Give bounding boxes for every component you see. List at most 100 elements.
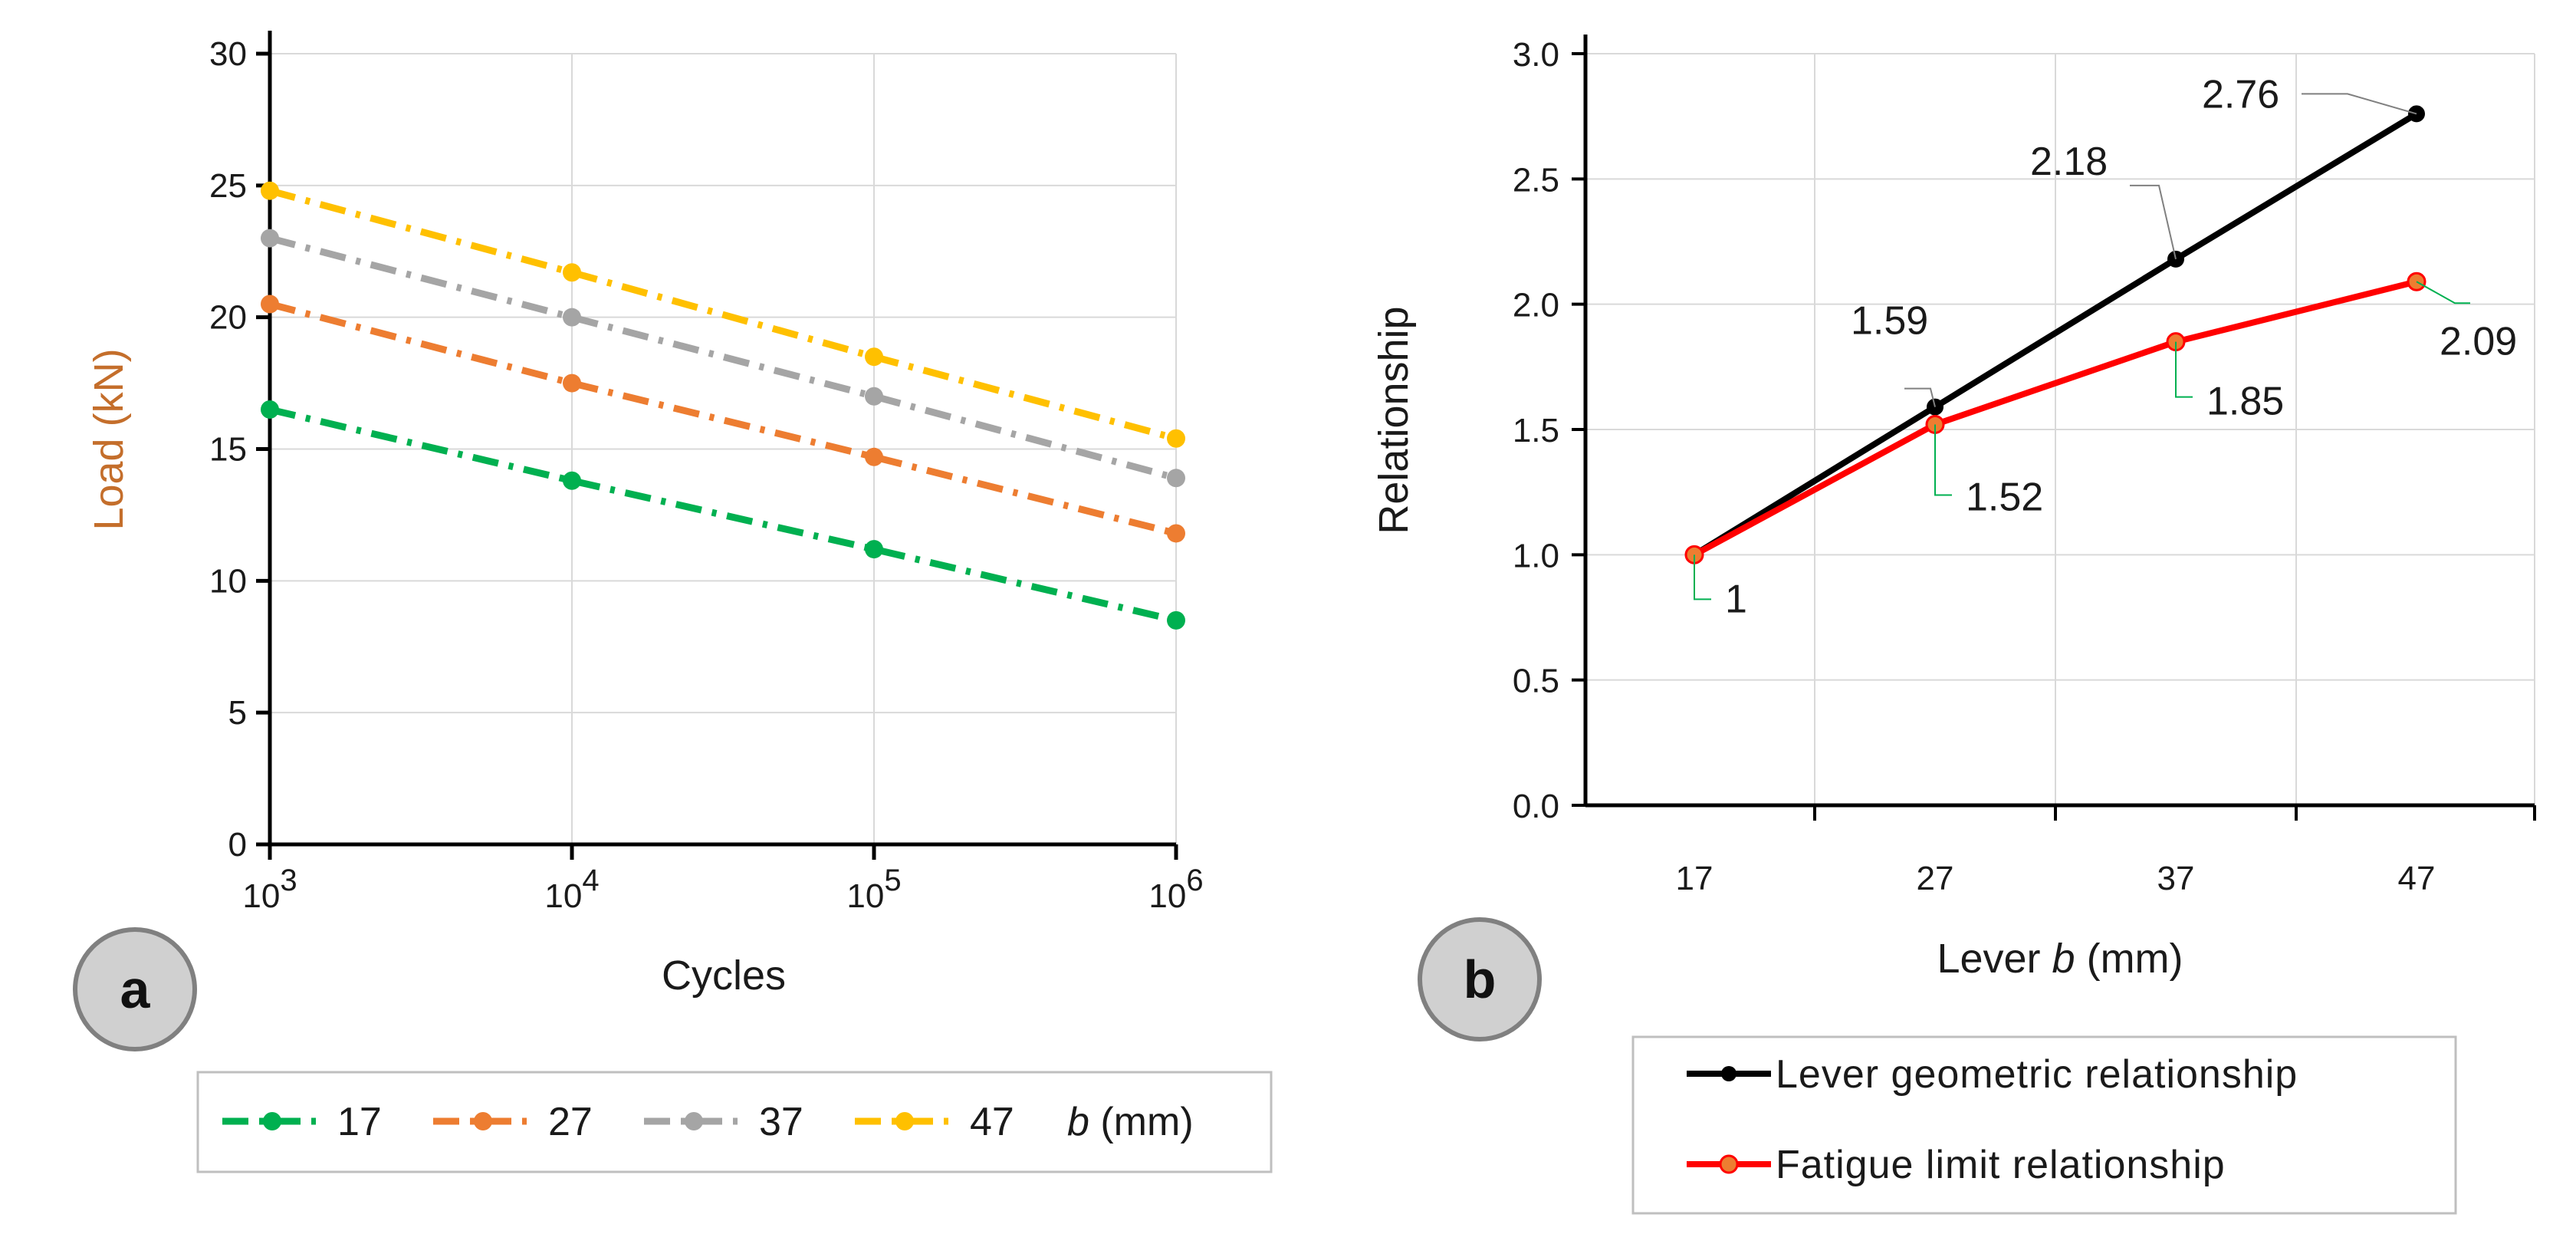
panel-b-y-tick-label: 0.0 (1513, 788, 1559, 825)
panel-a-point-47 (1167, 429, 1185, 448)
panel-a-x-tick-base: 10 (544, 877, 582, 915)
panel-b-badge: b (1418, 917, 1542, 1041)
panel-a-badge: a (73, 927, 197, 1051)
panel-a-y-tick-label: 15 (209, 431, 247, 469)
panel-b-data-label: 1.52 (1966, 475, 2043, 519)
panel-a-x-tick-exp: 3 (280, 864, 297, 897)
panel-a-point-27 (1167, 524, 1185, 543)
panel-a-legend-title-var: b (1067, 1100, 1089, 1144)
panel-b-data-label: 1.59 (1851, 299, 1928, 344)
panel-b-legend-box (1631, 1035, 2457, 1215)
panel-a-x-tick-label: 104 (544, 864, 599, 915)
panel-a-y-tick-label: 10 (209, 562, 247, 600)
panel-b-series (1684, 105, 2426, 564)
panel-b-x-tick-label: 37 (2157, 860, 2195, 897)
panel-b-x-tick-label: 27 (1917, 860, 1954, 897)
panel-b-data-label: 2.18 (2030, 140, 2108, 184)
panel-b-y-tick-label: 3.0 (1513, 36, 1559, 74)
panel-a-legend-marker-17 (263, 1112, 281, 1130)
panel-a-legend-label-47: 47 (970, 1100, 1014, 1144)
panel-b-leader-line (1694, 554, 1711, 601)
panel-b-legend-items: Lever geometric relationship Fatigue limi… (1687, 1052, 2298, 1187)
panel-a-y-title: Load (kN) (86, 348, 132, 530)
panel-a-x-tick-label: 105 (846, 864, 901, 915)
panel-b-legend-label-1: Fatigue limit relationship (1776, 1143, 2226, 1187)
panel-b-x-title-suffix: (mm) (2075, 936, 2183, 982)
panel-a-x-tick-base: 10 (1148, 877, 1186, 915)
panel-a-y-tick-label: 20 (209, 299, 247, 337)
panel-b-gridlines (1585, 53, 2535, 805)
panel-b-x-title-var: b (2052, 936, 2075, 982)
panel-b-data-label: 1 (1725, 577, 1747, 621)
panel-a-point-17 (261, 400, 279, 419)
panel-b-y-title: Relationship (1371, 306, 1417, 534)
panel-a-series-line-27 (268, 301, 1178, 537)
panel-b: 0.0 0.5 1.0 1.5 2.0 2.5 3.0 17 27 37 47 1.59 2.18 2… (1371, 35, 2536, 1215)
panel-b-legend: Lever geometric relationship Fatigue limi… (1631, 1035, 2457, 1215)
panel-a-legend-title: b (mm) (1067, 1100, 1194, 1144)
panel-a-x-ticks: 103 104 105 106 (242, 844, 1204, 915)
panel-a-legend-marker-27 (474, 1112, 492, 1130)
panel-a-y-ticks: 0 5 10 15 20 25 30 (209, 35, 270, 864)
panel-a-legend-label-17: 17 (337, 1100, 382, 1144)
panel-b-data-label: 2.09 (2440, 319, 2517, 364)
panel-b-data-labels: 1.59 2.18 2.76 1 1.52 1.85 2.09 (1694, 72, 2517, 621)
panel-a-badge-label: a (120, 959, 151, 1019)
panel-a-x-tick-exp: 6 (1186, 864, 1203, 897)
panel-a-point-27 (865, 447, 883, 466)
panel-b-series-line-0 (1692, 110, 2419, 558)
panel-b-legend-label-0: Lever geometric relationship (1776, 1052, 2298, 1097)
panel-a-legend-marker-47 (895, 1112, 914, 1130)
panel-a-y-tick-label: 30 (209, 35, 247, 73)
panel-b-leader-line (1934, 424, 1952, 496)
panel-b-x-title-prefix: Lever (1937, 936, 2052, 982)
panel-a-x-title: Cycles (662, 953, 786, 999)
panel-b-x-tick-label: 47 (2398, 860, 2436, 897)
panel-b-y-ticks: 0.0 0.5 1.0 1.5 2.0 2.5 3.0 (1513, 36, 1585, 825)
panel-a-point-47 (563, 263, 581, 282)
panel-a-x-tick-exp: 4 (582, 864, 599, 897)
panel-a-gridlines (270, 53, 1177, 844)
panel-a-point-37 (563, 308, 581, 327)
panel-b-leader-line (1904, 387, 1936, 407)
panel-b-legend-marker-0 (1721, 1066, 1737, 1081)
panel-a-point-47 (865, 347, 883, 367)
panel-a-x-tick-base: 10 (846, 877, 884, 915)
panel-b-leader-line (2130, 184, 2177, 260)
panel-b-y-tick-label: 2.0 (1513, 287, 1559, 324)
panel-a-legend-label-37: 37 (759, 1100, 803, 1144)
panel-b-data-label: 2.76 (2202, 72, 2279, 117)
panel-a-legend-label-27: 27 (548, 1100, 593, 1144)
panel-a-series-line-47 (268, 187, 1178, 443)
panel-a-point-37 (261, 229, 279, 248)
panel-a-x-tick-base: 10 (242, 877, 280, 915)
panel-a-point-27 (261, 295, 279, 314)
panel-b-leader-line (2302, 93, 2417, 115)
panel-a-legend-items: 17 27 37 47 (222, 1100, 1014, 1144)
panel-b-leader-line (2416, 281, 2470, 304)
panel-b-y-tick-label: 1.5 (1513, 412, 1559, 449)
panel-a-legend-title-unit: (mm) (1089, 1100, 1194, 1144)
panel-a-series (261, 181, 1185, 630)
panel-b-series-line-1 (1693, 278, 2417, 558)
panel-a-x-tick-label: 103 (242, 864, 297, 915)
panel-b-data-label: 1.85 (2206, 380, 2284, 424)
panel-a-point-17 (1167, 610, 1185, 630)
panel-a-point-17 (865, 540, 883, 559)
panel-a-y-tick-label: 0 (228, 826, 247, 864)
panel-a-legend: 17 27 37 47 b (mm) (196, 1071, 1273, 1173)
panel-b-y-tick-label: 0.5 (1513, 663, 1559, 700)
panel-b-y-tick-label: 2.5 (1513, 161, 1559, 199)
panel-a-point-47 (261, 181, 279, 200)
panel-a-series-line-37 (268, 235, 1178, 482)
panel-a-point-37 (865, 387, 883, 406)
panel-b-x-tick-label: 17 (1676, 860, 1714, 897)
panel-b-leader-line (2175, 341, 2193, 398)
panel-b-legend-marker-1 (1719, 1154, 1739, 1174)
panel-a-x-tick-label: 106 (1148, 864, 1203, 915)
panel-b-y-tick-label: 1.0 (1513, 537, 1559, 574)
panel-a-legend-marker-37 (685, 1112, 703, 1130)
panel-b-x-title: Lever b (mm) (1937, 936, 2183, 982)
